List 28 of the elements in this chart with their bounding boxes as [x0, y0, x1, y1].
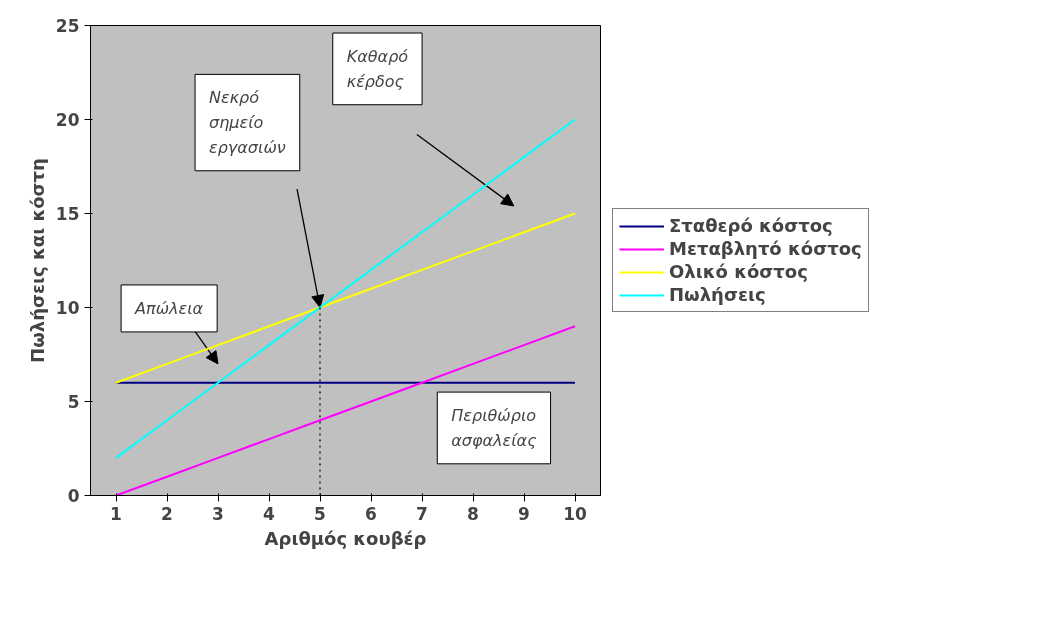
legend-label: Σταθερό κόστος — [669, 215, 833, 236]
x-tick-label: 3 — [212, 503, 224, 524]
legend-label: Ολικό κόστος — [669, 261, 808, 282]
legend-label: Μεταβλητό κόστος — [669, 238, 862, 259]
x-tick-label: 7 — [416, 503, 428, 524]
annotation: Απώλεια — [134, 298, 204, 318]
x-tick-label: 2 — [161, 503, 173, 524]
y-tick-label: 10 — [55, 298, 80, 318]
x-tick-label: 6 — [365, 503, 377, 524]
legend-label: Πωλήσεις — [669, 284, 766, 305]
y-tick-label: 20 — [55, 110, 80, 130]
line-series — [115, 212, 576, 384]
x-tick-label: 1 — [110, 503, 122, 524]
y-tick-label: 0 — [67, 486, 80, 506]
x-tick-label: 4 — [263, 503, 276, 524]
y-tick-label: 25 — [55, 16, 80, 36]
line-series — [115, 325, 576, 496]
y-axis-title: Πωλήσεις και κόστη — [26, 158, 48, 363]
annotation: Νεκρό σημείο εργασιών — [209, 88, 286, 157]
annotation: Περιθώριο ασφαλείας — [451, 406, 537, 450]
x-axis-title: Αριθμός κουβέρ — [264, 527, 427, 549]
x-tick-label: 9 — [518, 503, 530, 524]
y-tick-label: 15 — [55, 204, 80, 224]
y-tick-label: 5 — [67, 392, 80, 412]
x-tick-label: 5 — [314, 503, 326, 524]
x-tick-label: 8 — [467, 503, 479, 524]
annotation: Καθαρό κέρδος — [346, 47, 409, 91]
x-tick-label: 10 — [563, 503, 587, 524]
